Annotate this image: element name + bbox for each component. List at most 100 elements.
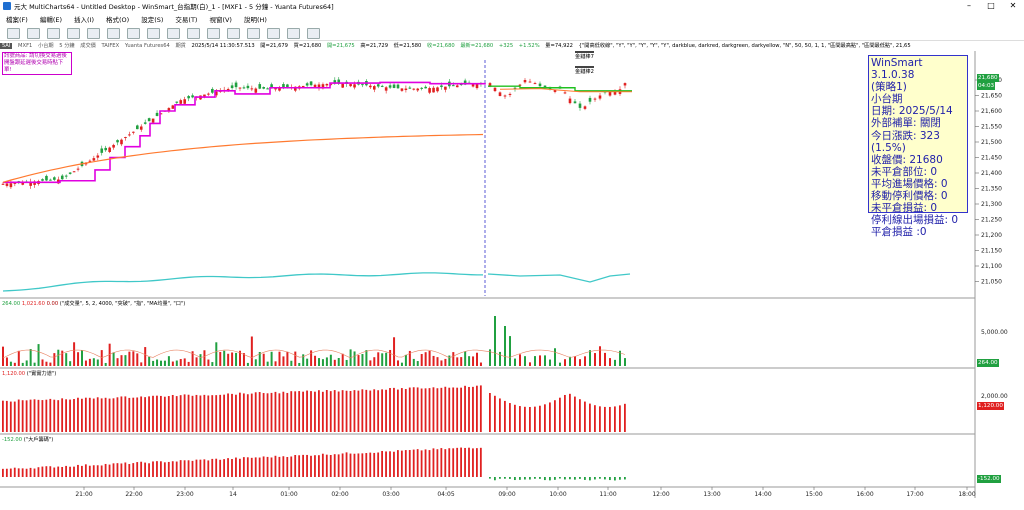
volume-bar	[77, 352, 80, 366]
strategy-button[interactable]	[287, 27, 300, 39]
power-bar	[499, 398, 501, 432]
candle-body	[215, 91, 218, 96]
big-bar	[584, 477, 586, 480]
power-bar	[25, 400, 28, 432]
power-bar	[436, 388, 439, 432]
zoom-out-button[interactable]	[167, 27, 180, 39]
candle-body	[266, 88, 269, 90]
volume-bar	[112, 352, 115, 366]
crosshair-button[interactable]	[207, 27, 220, 39]
power-script: ("實實力道")	[26, 371, 57, 377]
volume-bar	[266, 361, 269, 366]
text-button[interactable]	[247, 27, 260, 39]
big-bar	[262, 456, 265, 477]
power-bar	[614, 406, 616, 432]
big-bar	[183, 460, 186, 477]
power-bar	[92, 398, 95, 432]
power-bar	[373, 389, 376, 432]
big-bar	[345, 452, 348, 477]
big-bar	[472, 448, 474, 477]
power-bar	[464, 385, 466, 432]
big-bar	[549, 477, 551, 481]
power-bar	[171, 394, 174, 432]
settings-button[interactable]	[307, 27, 320, 39]
quote-button[interactable]	[107, 27, 120, 39]
big-bar	[2, 468, 4, 477]
price-chart[interactable]: 21,70021,65021,60021,55021,50021,45021,4…	[0, 51, 1024, 501]
big-bar	[84, 464, 87, 477]
power-bar	[160, 395, 162, 432]
menu-view[interactable]: 視窗(V)	[209, 16, 232, 24]
power-bar	[559, 397, 561, 432]
datetime-label: 2025/5/14 11:30:57.513	[191, 43, 255, 49]
minimize-button[interactable]: –	[967, 1, 971, 10]
power-bar	[357, 390, 360, 432]
volume-bar	[559, 362, 561, 366]
cursor-button[interactable]	[187, 27, 200, 39]
interval-label[interactable]: 5 分鐘	[59, 43, 75, 49]
power-bar	[156, 395, 158, 432]
menu-help[interactable]: 說明(H)	[243, 16, 267, 24]
power-bar	[235, 394, 237, 432]
symbol-code[interactable]: MXF1	[18, 43, 33, 49]
big-bar	[179, 460, 182, 477]
volume-bar	[258, 351, 261, 366]
volume-bar	[227, 353, 230, 366]
big-bar	[361, 453, 364, 477]
volume-bar	[306, 358, 309, 366]
menu-insert[interactable]: 插入(I)	[74, 16, 94, 24]
power-bar	[116, 397, 119, 432]
candle-body	[254, 88, 258, 93]
volume-bar	[61, 350, 64, 366]
big-bar	[239, 458, 241, 477]
volume-bar	[108, 343, 111, 366]
indicator-button[interactable]	[267, 27, 280, 39]
power-bar	[619, 405, 621, 432]
volume-bar	[353, 351, 356, 366]
draw-line-button[interactable]	[227, 27, 240, 39]
volume-bar	[41, 359, 44, 366]
ask-value: 開=21,675	[326, 43, 355, 49]
volume-bar	[53, 353, 56, 366]
volume-bar	[250, 336, 253, 366]
menu-settings[interactable]: 設定(S)	[141, 16, 164, 24]
big-bar	[479, 447, 482, 477]
big-bar	[428, 450, 431, 477]
menu-edit[interactable]: 編輯(E)	[39, 16, 62, 24]
last-value: 最新=21,680	[460, 43, 494, 49]
big-bar	[569, 477, 571, 480]
menu-file[interactable]: 檔案(F)	[6, 16, 28, 24]
power-bar	[37, 399, 40, 432]
big-bar	[57, 466, 60, 477]
menu-trade[interactable]: 交易(T)	[175, 16, 198, 24]
candle-body	[623, 83, 627, 86]
power-bar	[554, 400, 556, 432]
chart-button[interactable]	[87, 27, 100, 39]
volume-bar	[191, 351, 194, 366]
volume-bar	[569, 356, 571, 366]
volume-bar	[282, 356, 285, 366]
maximize-button[interactable]: □	[987, 1, 995, 10]
save-button[interactable]	[47, 27, 60, 39]
big-bar	[393, 451, 395, 477]
close-button[interactable]: ✕	[1009, 1, 1017, 10]
candle-body	[294, 86, 297, 91]
menu-format[interactable]: 格式(O)	[106, 16, 130, 24]
new-window-button[interactable]	[7, 27, 20, 39]
big-bar	[594, 477, 596, 480]
big-bar	[29, 467, 32, 477]
big-bar	[108, 464, 111, 477]
open-button[interactable]	[27, 27, 40, 39]
power-bar	[223, 394, 225, 432]
big-bar	[514, 477, 516, 481]
power-bar	[13, 401, 16, 432]
candle-body	[543, 85, 547, 88]
order-button[interactable]	[127, 27, 140, 39]
candle-body	[428, 88, 431, 93]
candle-body	[68, 172, 72, 174]
print-button[interactable]	[67, 27, 80, 39]
candle-body	[503, 95, 507, 97]
candle-body	[452, 85, 455, 87]
power-bar	[250, 393, 253, 432]
zoom-in-button[interactable]	[147, 27, 160, 39]
